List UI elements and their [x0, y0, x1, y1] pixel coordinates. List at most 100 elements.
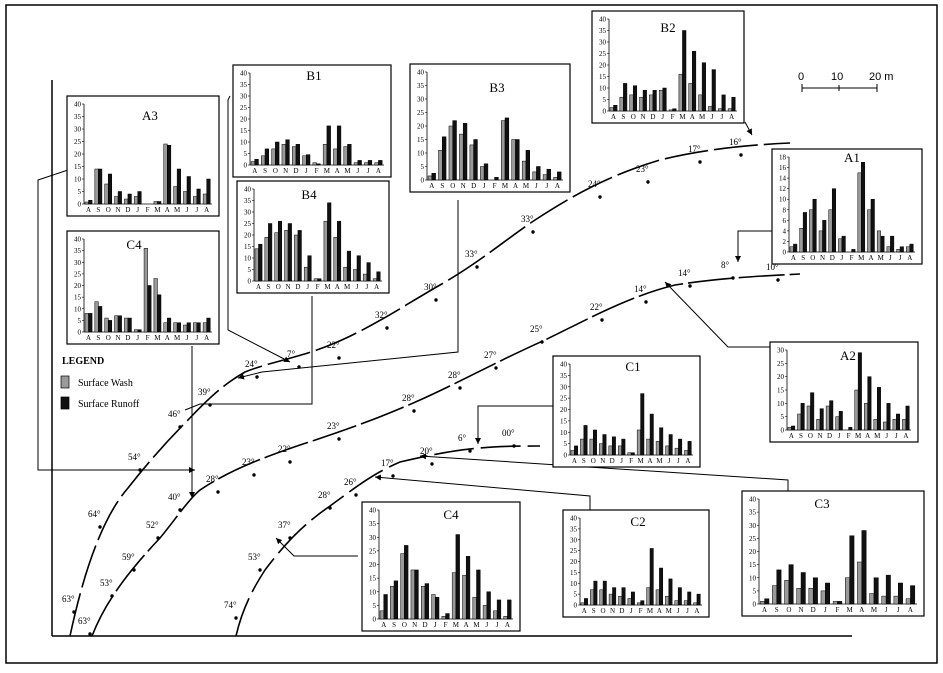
bar-surface-runoff [376, 271, 381, 282]
legend-runoff-swatch [60, 396, 70, 410]
bar-surface-runoff [494, 177, 499, 181]
profile-station-dot [88, 632, 92, 636]
bar-surface-wash [193, 196, 198, 205]
month-label: A [429, 182, 434, 190]
bar-surface-wash [627, 598, 632, 606]
slope-label-a: 10° [766, 262, 779, 272]
bar-surface-wash [501, 120, 506, 181]
bar-surface-runoff [696, 593, 701, 606]
bar-surface-wash [658, 90, 664, 112]
bar-surface-wash [727, 108, 732, 112]
bar-surface-wash [133, 329, 139, 333]
slope-label-c: 26° [344, 477, 357, 487]
bar-surface-wash [480, 166, 485, 181]
bar-surface-runoff [857, 352, 862, 431]
slope-label-c: 28° [318, 490, 331, 500]
bar-surface-runoff [593, 429, 597, 456]
profile-c [235, 445, 541, 637]
bar-surface-wash [410, 569, 415, 620]
bar-surface-runoff [802, 212, 807, 253]
y-tick-label: 40 [240, 70, 248, 78]
profile-station-dot [156, 536, 160, 540]
month-label: M [523, 182, 530, 190]
month-label: F [444, 621, 448, 629]
bar-surface-wash [542, 174, 548, 181]
month-label: O [810, 254, 815, 262]
bar-surface-runoff [659, 427, 664, 456]
y-tick-label: 25 [240, 104, 248, 112]
month-label: S [96, 334, 100, 342]
month-label: J [546, 182, 549, 190]
bar-surface-wash [202, 193, 207, 205]
profile-station-dot [434, 298, 438, 302]
bar-surface-runoff [196, 188, 201, 205]
slope-label-c: 74° [224, 600, 237, 610]
bar-surface-runoff [623, 83, 628, 112]
bar-surface-wash [84, 201, 89, 205]
bar-surface-wash [646, 587, 651, 606]
month-label: A [86, 334, 91, 342]
month-label: M [874, 432, 881, 440]
arrow-b3 [237, 200, 459, 380]
bar-surface-runoff [107, 320, 113, 333]
y-tick-label: 0 [574, 602, 578, 610]
bar-surface-wash [390, 586, 395, 620]
bar-surface-wash [104, 183, 109, 205]
month-label: F [315, 167, 319, 175]
bar-surface-runoff [452, 120, 457, 181]
month-label: J [136, 206, 139, 214]
y-tick-label: 25 [244, 220, 252, 228]
slope-label-a: 22° [590, 302, 603, 312]
slope-label-a: 40° [168, 492, 181, 502]
bar-surface-wash [808, 588, 814, 605]
bar-surface-wash [271, 148, 276, 166]
bar-surface-runoff [186, 322, 191, 333]
month-label: A [859, 606, 864, 614]
y-tick-label: 40 [560, 361, 568, 369]
bar-surface-wash [799, 228, 804, 253]
bar-surface-wash [372, 278, 377, 282]
outer-frame [5, 4, 938, 664]
slope-label-b: 23° [636, 164, 649, 174]
profile-station-dot [208, 403, 212, 407]
chart-title: C1 [625, 359, 640, 374]
bar-surface-runoff [316, 163, 321, 166]
month-label: F [316, 283, 320, 291]
slope-label-a: 28° [448, 370, 461, 380]
month-label: A [729, 113, 734, 121]
month-label: A [513, 182, 518, 190]
month-label: N [641, 113, 646, 121]
bar-surface-wash [114, 315, 119, 333]
y-tick-label: 20 [570, 558, 578, 566]
y-tick-label: 30 [599, 39, 607, 47]
y-tick-label: 0 [564, 452, 568, 460]
month-label: N [412, 621, 417, 629]
y-tick-label: 2 [783, 238, 787, 246]
chart-title: C4 [443, 507, 459, 522]
slope-label-c: 17° [381, 458, 394, 468]
bar-surface-wash [886, 246, 891, 253]
slope-label-b: 63° [62, 594, 75, 604]
month-label: J [434, 621, 437, 629]
bar-surface-runoff [630, 452, 635, 456]
bar-surface-wash [441, 616, 446, 620]
arrow-c3 [419, 453, 789, 492]
bar-surface-runoff [672, 108, 677, 112]
bar-surface-wash [718, 108, 723, 112]
bar-surface-runoff [258, 243, 263, 282]
month-label: J [356, 167, 359, 175]
slope-label-a: 22° [278, 444, 291, 454]
bar-surface-wash [254, 248, 259, 282]
bar-surface-wash [312, 162, 317, 166]
legend: LEGEND Surface Wash Surface Runoff [60, 356, 140, 410]
bar-surface-wash [854, 389, 859, 431]
y-tick-label: 35 [74, 247, 82, 255]
bar-surface-wash [438, 150, 443, 181]
chart-title: C3 [814, 496, 829, 511]
month-label: M [324, 283, 331, 291]
bar-surface-wash [784, 580, 790, 605]
